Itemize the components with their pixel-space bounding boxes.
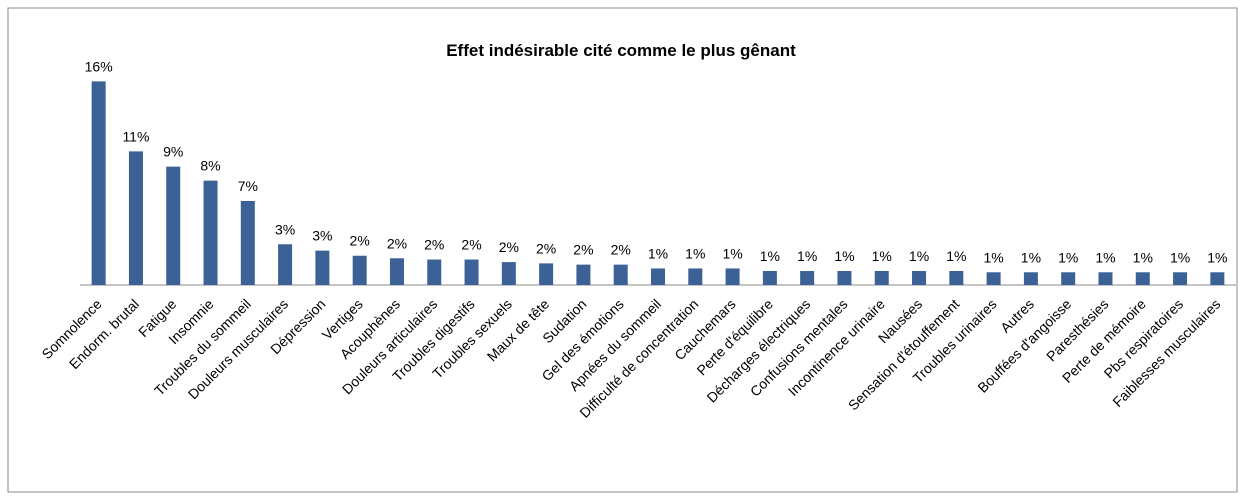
chart-frame [7,7,1238,493]
value-label: 1% [1133,249,1153,265]
value-label: 2% [499,239,519,255]
bar [389,258,404,285]
value-label: 8% [200,158,220,174]
value-label: 1% [1095,249,1115,265]
bar [315,250,330,285]
bar [1135,272,1150,285]
bar [203,180,218,285]
bar [837,271,852,285]
bar [427,259,442,285]
value-label: 1% [909,248,929,264]
bar [688,268,703,285]
bar [912,271,927,285]
bar [1023,272,1038,285]
value-label: 2% [461,237,481,253]
value-label: 1% [648,245,668,261]
value-label: 1% [834,248,854,264]
value-label: 3% [275,221,295,237]
value-label: 2% [424,237,444,253]
bar [651,268,665,285]
bar [501,262,516,285]
bar [725,268,740,285]
chart-title: Effet indésirable cité comme le plus gên… [446,41,796,60]
bar [91,81,106,285]
bar [1061,272,1076,285]
value-label: 11% [122,128,149,144]
bar [949,271,964,285]
bar [1210,272,1225,285]
value-label: 1% [946,248,966,264]
value-label: 1% [1021,249,1041,265]
value-label: 7% [238,178,258,194]
value-label: 1% [1058,249,1078,265]
bar [986,272,1001,285]
value-label: 1% [1207,249,1227,265]
value-label: 2% [536,240,556,256]
value-label: 1% [797,248,817,264]
value-label: 1% [760,248,780,264]
bar [576,264,591,285]
value-label: 1% [983,249,1003,265]
bar [464,259,479,285]
bar [1098,272,1113,285]
bar [613,264,628,285]
value-label: 2% [350,233,370,249]
value-label: 1% [1170,249,1190,265]
bar [800,271,815,285]
bar [539,263,554,285]
value-label: 2% [573,242,593,258]
value-label: 16% [85,58,113,74]
bar [762,271,777,285]
bar [1173,272,1188,285]
value-label: 1% [685,245,705,261]
bar [352,255,367,285]
value-label: 1% [722,245,742,261]
bar [874,271,889,285]
value-label: 3% [312,228,332,244]
value-label: 1% [872,248,892,264]
value-label: 2% [387,235,407,251]
value-label: 2% [611,242,631,258]
bar [278,244,293,285]
value-label: 9% [163,144,183,160]
bar [240,201,255,285]
bar [128,151,143,285]
bar [166,166,181,285]
